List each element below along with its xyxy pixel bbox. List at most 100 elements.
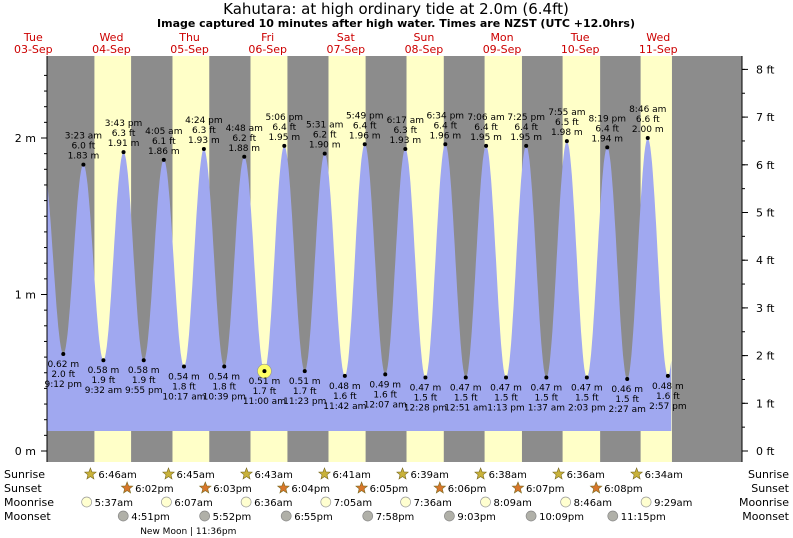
day-of-week: Tue: [570, 31, 590, 44]
tide-labels: 0.62 m2.0 ft9:12 pm 3:23 am6.0 ft1.83 m 0.…: [44, 105, 686, 415]
low-tide-metres: 0.54 m: [208, 372, 240, 382]
low-tide-point: [141, 358, 146, 363]
low-tide-feet: 1.5 ft: [535, 393, 559, 403]
sunset-icon: [120, 481, 134, 494]
moonset-time: 7:58pm: [376, 512, 415, 523]
high-tide-feet: 6.1 ft: [152, 137, 176, 147]
low-tide-feet: 1.8 ft: [212, 382, 236, 392]
high-tide-metres: 1.90 m: [309, 141, 341, 151]
high-tide-metres: 1.93 m: [188, 136, 220, 146]
day-date: 04-Sep: [92, 43, 131, 56]
low-tide-metres: 0.49 m: [369, 380, 401, 390]
low-tide-time: 2:03 pm: [568, 403, 606, 413]
low-tide-point: [222, 364, 227, 369]
day-date: 09-Sep: [483, 43, 522, 56]
low-tide-point: [625, 377, 630, 382]
high-tide-metres: 1.94 m: [591, 134, 623, 144]
sunset-row-label-right: Sunset: [751, 482, 789, 495]
moonset-icon: [199, 510, 211, 522]
right-tick-label: 2 ft: [756, 350, 775, 363]
low-tide-point: [544, 375, 549, 380]
low-tide-feet: 1.5 ft: [494, 393, 518, 403]
high-tide-feet: 6.4 ft: [514, 123, 538, 133]
low-tide-metres: 0.47 m: [571, 383, 603, 393]
moonrise-time: 9:29am: [654, 498, 692, 509]
low-tide-metres: 0.47 m: [410, 383, 442, 393]
sunset-time: 6:02pm: [135, 484, 174, 495]
high-tide-time: 4:48 am: [226, 124, 263, 134]
moonset-icon: [607, 510, 619, 522]
right-tick-label: 6 ft: [756, 159, 775, 172]
moonrise-icon: [640, 496, 652, 508]
high-tide-metres: 1.91 m: [108, 139, 140, 149]
moonrise-time: 6:36am: [254, 498, 292, 509]
high-tide-time: 7:06 am: [467, 113, 504, 123]
day-date: 05-Sep: [170, 43, 209, 56]
moonset-icon: [444, 510, 455, 522]
day-of-week: Mon: [490, 31, 513, 44]
day-of-week: Sat: [337, 31, 356, 44]
day-date: 08-Sep: [405, 43, 444, 56]
low-tide-metres: 0.48 m: [652, 382, 684, 392]
right-tick-label: 4 ft: [756, 254, 775, 267]
moonrise-icon: [161, 496, 172, 508]
low-tide-point: [463, 375, 468, 380]
high-tide-point: [362, 142, 367, 147]
high-tide-point: [484, 143, 489, 148]
chart-subtitle: Image captured 10 minutes after high wat…: [157, 17, 635, 30]
low-tide-point: [101, 358, 106, 363]
sunrise-time: 6:38am: [489, 470, 527, 481]
moonrise-icon: [480, 496, 491, 508]
high-tide-feet: 6.4 ft: [433, 121, 457, 131]
low-tide-feet: 1.6 ft: [373, 390, 397, 400]
low-tide-feet: 1.5 ft: [575, 393, 599, 403]
high-tide-point: [443, 142, 448, 147]
high-tide-feet: 6.4 ft: [474, 123, 498, 133]
moonset-icon: [117, 510, 129, 522]
moonset-row-label-right: Moonset: [742, 510, 789, 523]
sunrise-time: 6:36am: [567, 470, 605, 481]
left-tick-label: 0 m: [15, 445, 36, 458]
left-tick-label: 1 m: [15, 289, 36, 302]
high-tide-feet: 6.3 ft: [112, 129, 136, 139]
high-tide-point: [161, 157, 166, 162]
sunset-time: 6:03pm: [213, 484, 252, 495]
high-tide-point: [121, 150, 126, 155]
moonset-time: 6:55pm: [294, 512, 333, 523]
low-tide-metres: 0.47 m: [450, 383, 482, 393]
high-tide-metres: 1.95 m: [470, 133, 502, 143]
low-tide-time: 12:07 am: [364, 400, 407, 410]
high-tide-feet: 6.6 ft: [636, 115, 660, 125]
low-tide-feet: 1.6 ft: [333, 392, 357, 402]
right-tick-label: 3 ft: [756, 302, 775, 315]
high-tide-feet: 6.0 ft: [72, 142, 96, 152]
high-tide-metres: 1.93 m: [389, 136, 421, 146]
new-moon-note: New Moon | 11:36pm: [140, 527, 236, 537]
sunset-icon: [198, 481, 212, 494]
high-tide-point: [524, 143, 529, 148]
low-tide-feet: 1.6 ft: [656, 392, 680, 402]
tide-curve: [47, 138, 672, 431]
high-tide-metres: 1.88 m: [228, 144, 260, 154]
low-tide-point: [61, 351, 66, 356]
high-tide-feet: 6.3 ft: [192, 126, 216, 136]
low-tide-metres: 0.51 m: [289, 377, 321, 387]
low-tide-point: [342, 373, 347, 378]
left-tick-label: 2 m: [15, 132, 36, 145]
high-tide-point: [645, 136, 650, 140]
moonset-icon: [525, 510, 537, 522]
low-tide-feet: 1.9 ft: [92, 376, 116, 386]
low-tide-feet: 2.0 ft: [51, 370, 75, 380]
low-tide-metres: 0.47 m: [531, 383, 563, 393]
moonrise-icon: [81, 496, 93, 508]
low-tide-feet: 1.9 ft: [132, 376, 156, 386]
day-of-week: Tue: [23, 31, 43, 44]
high-tide-time: 6:34 pm: [427, 111, 465, 121]
low-tide-metres: 0.51 m: [249, 377, 281, 387]
moonrise-icon: [240, 496, 252, 508]
low-tide-time: 10:17 am: [162, 392, 205, 402]
low-tide-metres: 0.46 m: [611, 385, 643, 395]
sunset-icon: [276, 481, 290, 494]
low-tide-point: [665, 373, 670, 378]
